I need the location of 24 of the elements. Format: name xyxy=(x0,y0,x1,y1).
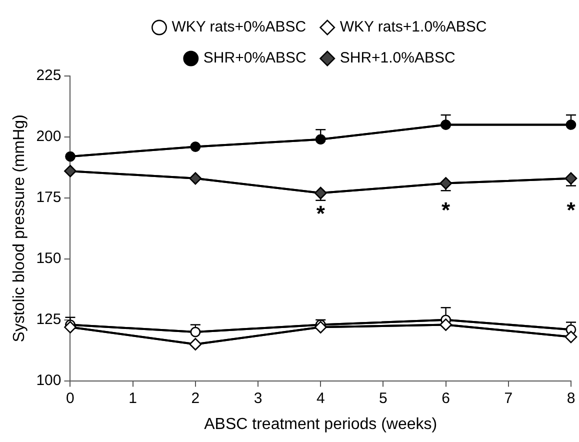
x-tick-label: 1 xyxy=(128,390,137,407)
y-tick-label: 100 xyxy=(36,372,62,389)
y-tick-label: 175 xyxy=(36,189,62,206)
y-tick-label: 125 xyxy=(36,310,62,328)
x-tick-label: 4 xyxy=(316,390,325,407)
x-tick-label: 7 xyxy=(504,390,513,407)
legend-label: SHR+0%ABSC xyxy=(203,50,307,67)
y-axis-title: Systolic blood pressure (mmHg) xyxy=(11,114,28,342)
x-tick-label: 8 xyxy=(566,390,576,407)
x-tick-label: 2 xyxy=(191,390,200,407)
annotation: * xyxy=(442,198,451,223)
x-tick-label: 5 xyxy=(379,390,388,407)
x-tick-label: 3 xyxy=(254,390,262,407)
x-axis-title: ABSC treatment periods (weeks) xyxy=(204,416,438,433)
annotation: * xyxy=(316,201,326,226)
legend-label: SHR+1.0%ABSC xyxy=(340,50,456,67)
y-tick-label: 225 xyxy=(36,67,62,84)
y-tick-label: 200 xyxy=(36,128,62,146)
x-tick-label: 0 xyxy=(66,390,74,407)
y-tick-label: 150 xyxy=(36,250,62,268)
annotation: * xyxy=(566,198,576,223)
legend-label: WKY rats+0%ABSC xyxy=(172,18,306,36)
x-tick-label: 6 xyxy=(442,390,450,407)
legend-label: WKY rats+1.0%ABSC xyxy=(340,18,487,36)
